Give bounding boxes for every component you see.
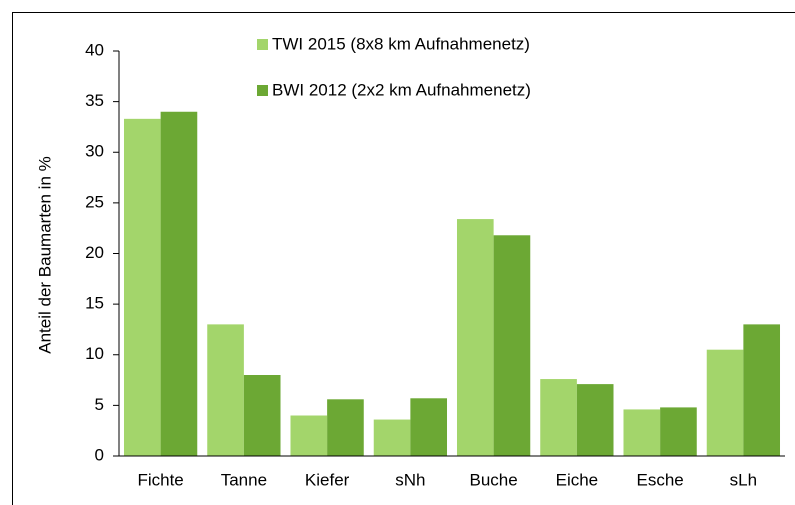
legend-swatch [257,39,268,50]
bar [160,111,198,456]
bar [660,407,697,456]
bar [623,409,661,456]
x-tick-label: Tanne [221,470,267,489]
bar [327,399,364,456]
y-tick-label: 35 [85,91,104,110]
bar [576,384,614,456]
y-tick-label: 25 [85,192,104,211]
legend-label: BWI 2012 (2x2 km Aufnahmenetz) [272,80,531,99]
bar [243,375,281,456]
y-tick-label: 30 [85,142,104,161]
bar [706,349,744,456]
bar [410,398,448,456]
y-tick-label: 20 [85,243,104,262]
bar [456,219,494,456]
y-axis-label: Anteil der Baumarten in % [35,156,54,354]
y-tick-label: 10 [85,344,104,363]
x-tick-label: Eiche [556,470,599,489]
bar [290,415,328,456]
legend-label: TWI 2015 (8x8 km Aufnahmenetz) [272,34,530,53]
bar [493,235,531,456]
x-tick-label: Fichte [137,470,183,489]
x-tick-label: Kiefer [305,470,350,489]
bar [373,419,411,456]
x-tick-label: sNh [395,470,425,489]
y-tick-label: 0 [95,445,104,464]
y-tick-label: 40 [85,40,104,59]
bar [123,118,161,457]
bar [540,379,577,456]
y-tick-label: 5 [95,395,104,414]
x-tick-label: sLh [730,470,757,489]
bar [207,324,244,456]
chart-frame [12,12,795,505]
bar [743,324,781,456]
y-tick-label: 15 [85,294,104,313]
legend-swatch [257,85,268,96]
x-tick-label: Esche [637,470,684,489]
x-tick-label: Buche [470,470,518,489]
